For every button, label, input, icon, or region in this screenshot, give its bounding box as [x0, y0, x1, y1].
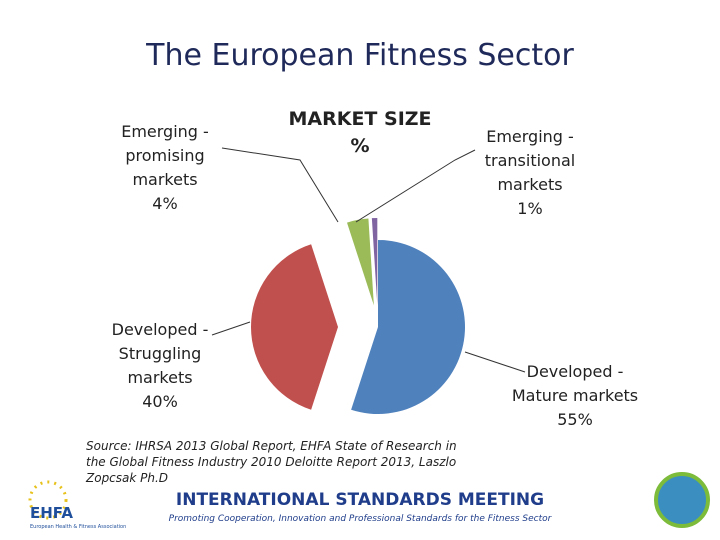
meeting: INTERNATIONAL STANDARDS MEETING [175, 490, 545, 510]
globe-icon [656, 474, 708, 526]
value-label: 40% [142, 392, 178, 411]
value-label: 4% [152, 194, 178, 213]
logo-stars [28, 480, 68, 520]
globe [654, 472, 710, 528]
leader-line [355, 149, 476, 223]
leader-line [464, 351, 526, 373]
logo-text: EHFA [30, 504, 73, 522]
category-name: Emerging - transitional markets [484, 127, 576, 194]
category-name: Emerging - promising markets [121, 122, 209, 189]
leader-line [221, 147, 339, 223]
tagline: Promoting Cooperation, Innovation and Pr… [168, 514, 552, 524]
pie-slice [251, 244, 338, 410]
chart-title: MARKET SIZE % [288, 108, 432, 157]
slice-label: Developed - Mature markets 55% [510, 360, 640, 432]
pie-slice [346, 218, 374, 306]
leader-lines [211, 147, 526, 373]
source: Source: IHRSA 2013 Global Report, EHFA S… [86, 439, 457, 485]
slice-label: Developed - Struggling markets 40% [95, 318, 225, 414]
pie [251, 218, 465, 414]
pie-slice [371, 218, 378, 306]
logo-caption: European Health & Fitness Association [30, 524, 126, 530]
category-name: Developed - Struggling markets [111, 320, 209, 387]
ehfa-logo: EHFA European Health & Fitness Associati… [28, 480, 126, 530]
slice-label: Emerging - promising markets 4% [95, 120, 235, 216]
category-name: Developed - Mature markets [511, 362, 639, 405]
pie-slice [351, 240, 465, 414]
globe-ring [654, 472, 710, 528]
slide-title: The European Fitness Sector [146, 38, 574, 73]
leader-line [211, 321, 251, 336]
value-label: 55% [557, 410, 593, 429]
value-label: 1% [517, 199, 543, 218]
slice-label: Emerging - transitional markets 1% [460, 125, 600, 221]
